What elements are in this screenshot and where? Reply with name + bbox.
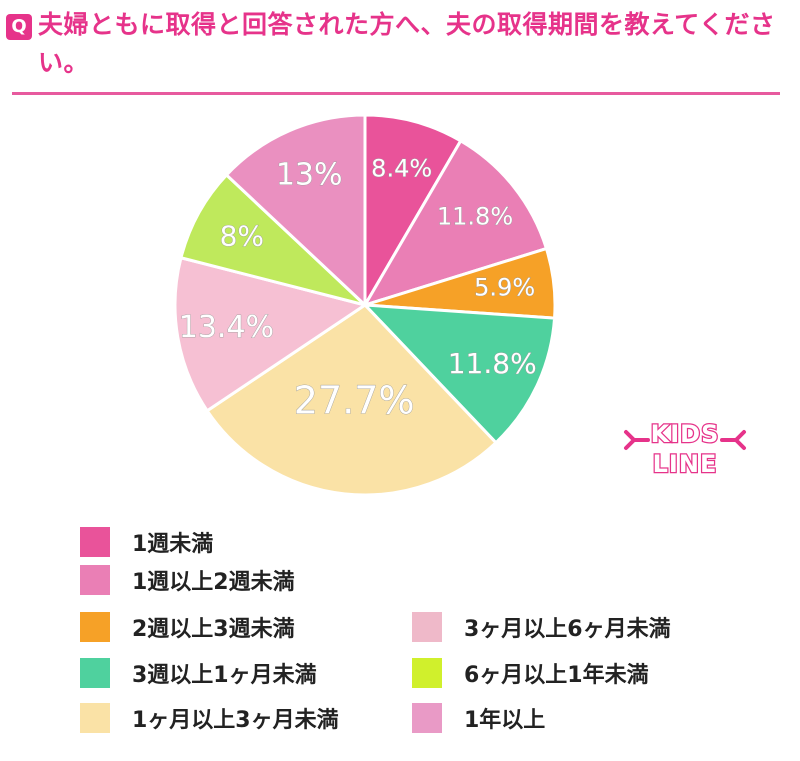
pie-slice-label: 13.4% xyxy=(179,310,274,345)
pie-slice xyxy=(173,255,369,413)
legend-label: 1ヶ月以上3ヶ月未満 xyxy=(132,708,339,733)
pie-slice-label: 27.7% xyxy=(294,379,415,423)
legend-item: 1週以上2週未満 xyxy=(80,565,295,595)
legend-swatch xyxy=(80,658,110,688)
pie-slice xyxy=(361,138,549,308)
logo-line1: KIDS xyxy=(651,420,720,448)
pie-slice xyxy=(361,303,557,445)
pie-slice-label: 8% xyxy=(220,219,264,252)
legend-swatch xyxy=(412,612,442,642)
legend-label: 3週以上1ヶ月未満 xyxy=(132,663,317,688)
legend-swatch xyxy=(412,658,442,688)
header-divider xyxy=(12,92,780,95)
legend-item: 6ヶ月以上1年未満 xyxy=(412,658,649,688)
pie-slice xyxy=(205,303,499,497)
legend-swatch xyxy=(80,612,110,642)
pie-slice xyxy=(179,172,367,307)
pie-slice-label: 8.4% xyxy=(371,154,432,182)
pie-slice-label: 5.9% xyxy=(474,274,535,302)
legend-item: 2週以上3週未満 xyxy=(80,612,295,642)
legend-item: 1年以上 xyxy=(412,703,545,733)
legend-item: 1週未満 xyxy=(80,527,213,557)
question-header: Q 夫婦ともに取得と回答された方へ、夫の取得期間を教えてください。 xyxy=(0,0,800,95)
kidsline-logo: KIDS LINE xyxy=(624,419,746,479)
pie-slice xyxy=(224,113,367,309)
question-text: 夫婦ともに取得と回答された方へ、夫の取得期間を教えてください。 xyxy=(38,10,776,77)
legend-label: 1週未満 xyxy=(132,532,214,557)
legend-swatch xyxy=(80,703,110,733)
logo-arms xyxy=(624,430,746,450)
logo-line2: LINE xyxy=(653,450,718,478)
question-badge: Q xyxy=(6,14,32,40)
legend-label: 3ヶ月以上6ヶ月未満 xyxy=(464,617,671,642)
legend-label: 2週以上3週未満 xyxy=(132,617,295,642)
legend-label: 1年以上 xyxy=(464,708,546,733)
legend-label: 1週以上2週未満 xyxy=(132,570,295,595)
pie-slice-label: 13% xyxy=(276,157,343,192)
pie-slice-label: 11.8% xyxy=(437,202,513,230)
pie-slice xyxy=(363,113,463,311)
legend-item: 1ヶ月以上3ヶ月未満 xyxy=(80,703,339,733)
legend-swatch xyxy=(412,703,442,733)
legend-label: 6ヶ月以上1年未満 xyxy=(464,663,649,688)
legend-item: 3週以上1ヶ月未満 xyxy=(80,658,317,688)
legend-swatch xyxy=(80,565,110,595)
legend-swatch xyxy=(80,527,110,557)
legend-item: 3ヶ月以上6ヶ月未満 xyxy=(412,612,671,642)
pie-slice-label: 11.8% xyxy=(448,347,537,380)
pie-chart: 8.4%11.8%5.9%11.8%27.7%13.4%8%13% xyxy=(173,113,557,497)
